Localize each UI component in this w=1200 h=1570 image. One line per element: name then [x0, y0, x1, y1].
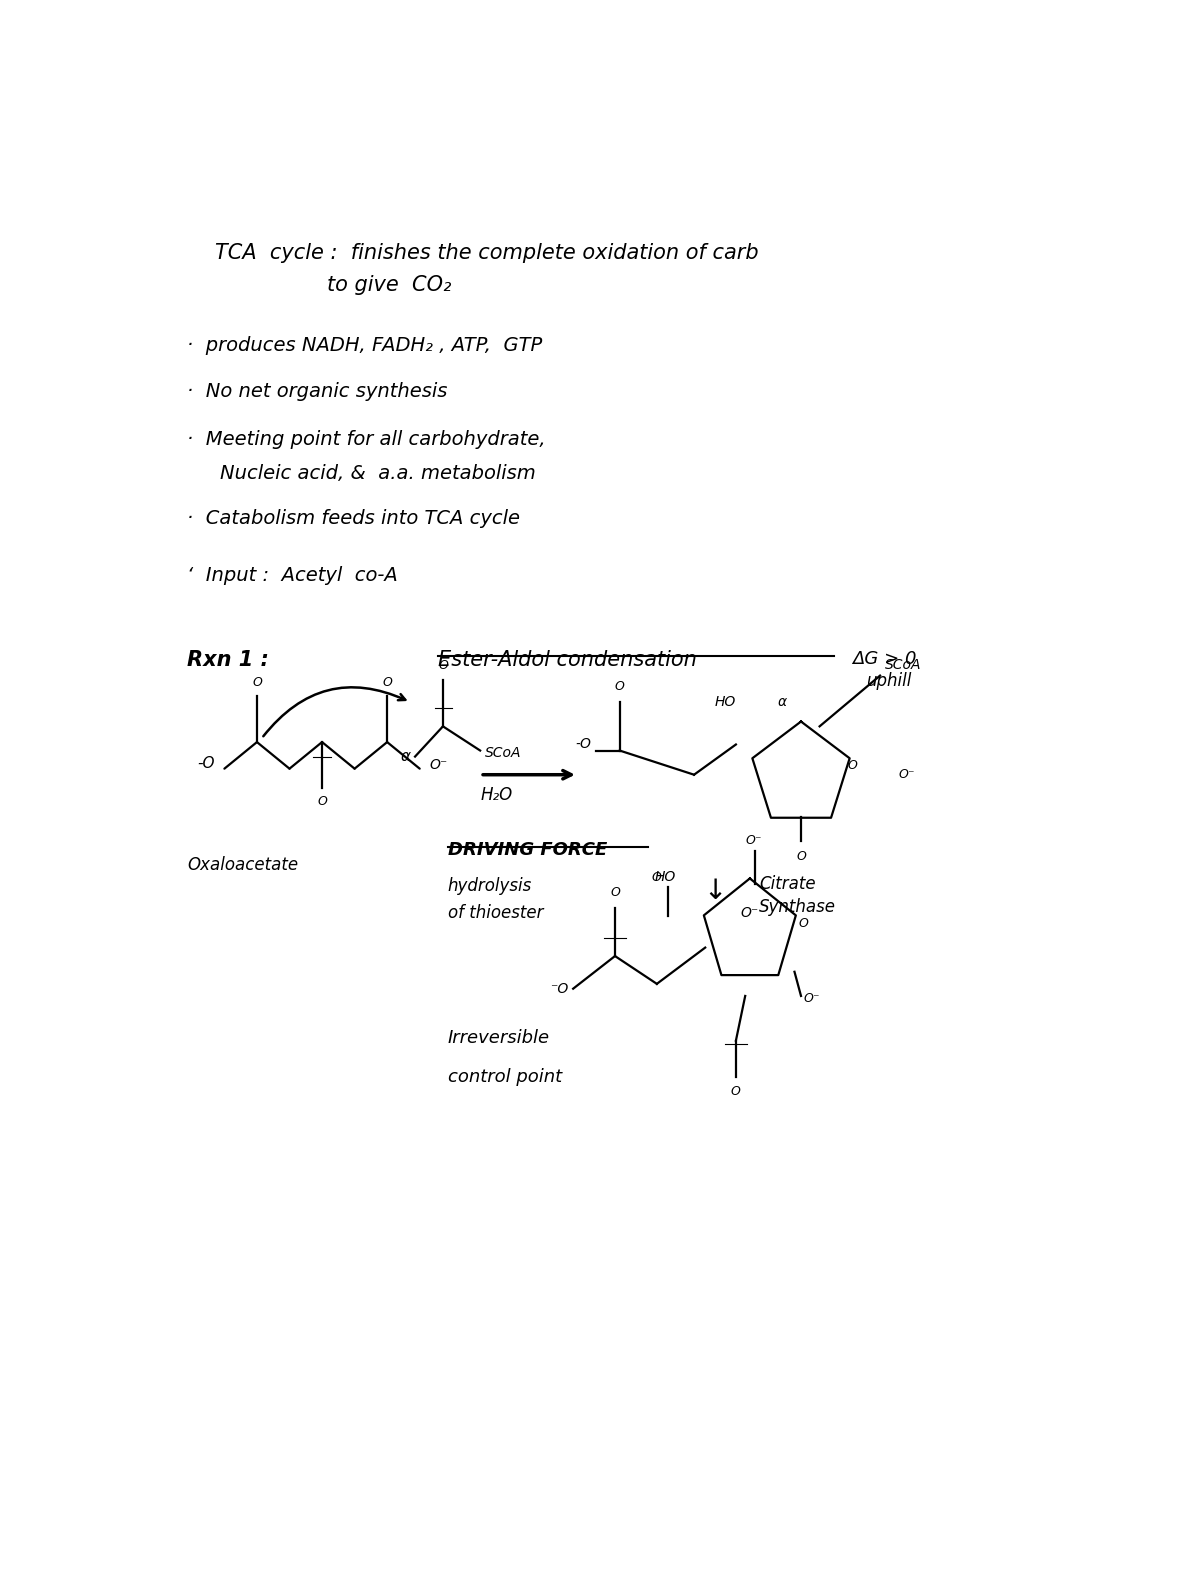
Text: ‘  Input :  Acetyl  co-A: ‘ Input : Acetyl co-A — [187, 565, 398, 584]
Text: O⁻: O⁻ — [740, 906, 758, 920]
Text: -O: -O — [576, 738, 592, 752]
Text: O: O — [798, 917, 808, 929]
Text: SCoA: SCoA — [884, 658, 922, 672]
Text: O: O — [610, 885, 620, 900]
Text: O: O — [731, 1085, 740, 1099]
Text: O: O — [252, 675, 262, 689]
Text: Ester-Aldol condensation: Ester-Aldol condensation — [438, 650, 697, 670]
Text: O: O — [317, 796, 326, 809]
Text: O: O — [383, 675, 392, 689]
Text: control point: control point — [448, 1069, 562, 1086]
Text: Irreversible: Irreversible — [448, 1028, 550, 1047]
Text: ·  produces NADH, FADH₂ , ATP,  GTP: · produces NADH, FADH₂ , ATP, GTP — [187, 336, 542, 355]
Text: O⁻: O⁻ — [745, 834, 762, 848]
Text: ΔG > 0: ΔG > 0 — [852, 650, 917, 669]
Text: uphill: uphill — [866, 672, 912, 689]
Text: HO: HO — [654, 870, 676, 884]
Text: Synthase: Synthase — [760, 898, 836, 915]
Text: ·  No net organic synthesis: · No net organic synthesis — [187, 382, 448, 400]
Text: H₂O: H₂O — [480, 785, 512, 804]
Text: ·  Meeting point for all carbohydrate,: · Meeting point for all carbohydrate, — [187, 430, 546, 449]
Text: O⁻: O⁻ — [804, 992, 821, 1005]
Text: α: α — [778, 696, 787, 710]
Text: Citrate: Citrate — [760, 874, 816, 893]
Text: HO: HO — [715, 696, 736, 710]
Text: O: O — [614, 680, 624, 692]
Text: hydrolysis: hydrolysis — [448, 878, 532, 895]
Text: Rxn 1 :: Rxn 1 : — [187, 650, 269, 670]
Text: O⁻: O⁻ — [430, 758, 448, 772]
Text: -O: -O — [198, 757, 215, 771]
Text: O: O — [847, 758, 857, 771]
Text: Nucleic acid, &  a.a. metabolism: Nucleic acid, & a.a. metabolism — [220, 465, 535, 484]
Text: ·  Catabolism feeds into TCA cycle: · Catabolism feeds into TCA cycle — [187, 509, 521, 528]
Text: α: α — [401, 749, 410, 765]
Text: O⁻: O⁻ — [899, 768, 916, 782]
Text: of thioester: of thioester — [448, 904, 544, 922]
Text: ↓: ↓ — [703, 878, 727, 906]
Text: ⁻O: ⁻O — [551, 981, 569, 995]
Text: TCA  cycle :  finishes the complete oxidation of carb: TCA cycle : finishes the complete oxidat… — [215, 243, 758, 262]
Text: to give  CO₂: to give CO₂ — [326, 275, 451, 295]
Text: DRIVING FORCE: DRIVING FORCE — [448, 842, 607, 859]
Text: O: O — [796, 849, 806, 862]
Text: Oxaloacetate: Oxaloacetate — [187, 856, 299, 874]
FancyArrowPatch shape — [263, 688, 406, 736]
Text: O: O — [652, 870, 661, 884]
Text: O: O — [438, 659, 448, 672]
Text: SCoA: SCoA — [485, 746, 521, 760]
